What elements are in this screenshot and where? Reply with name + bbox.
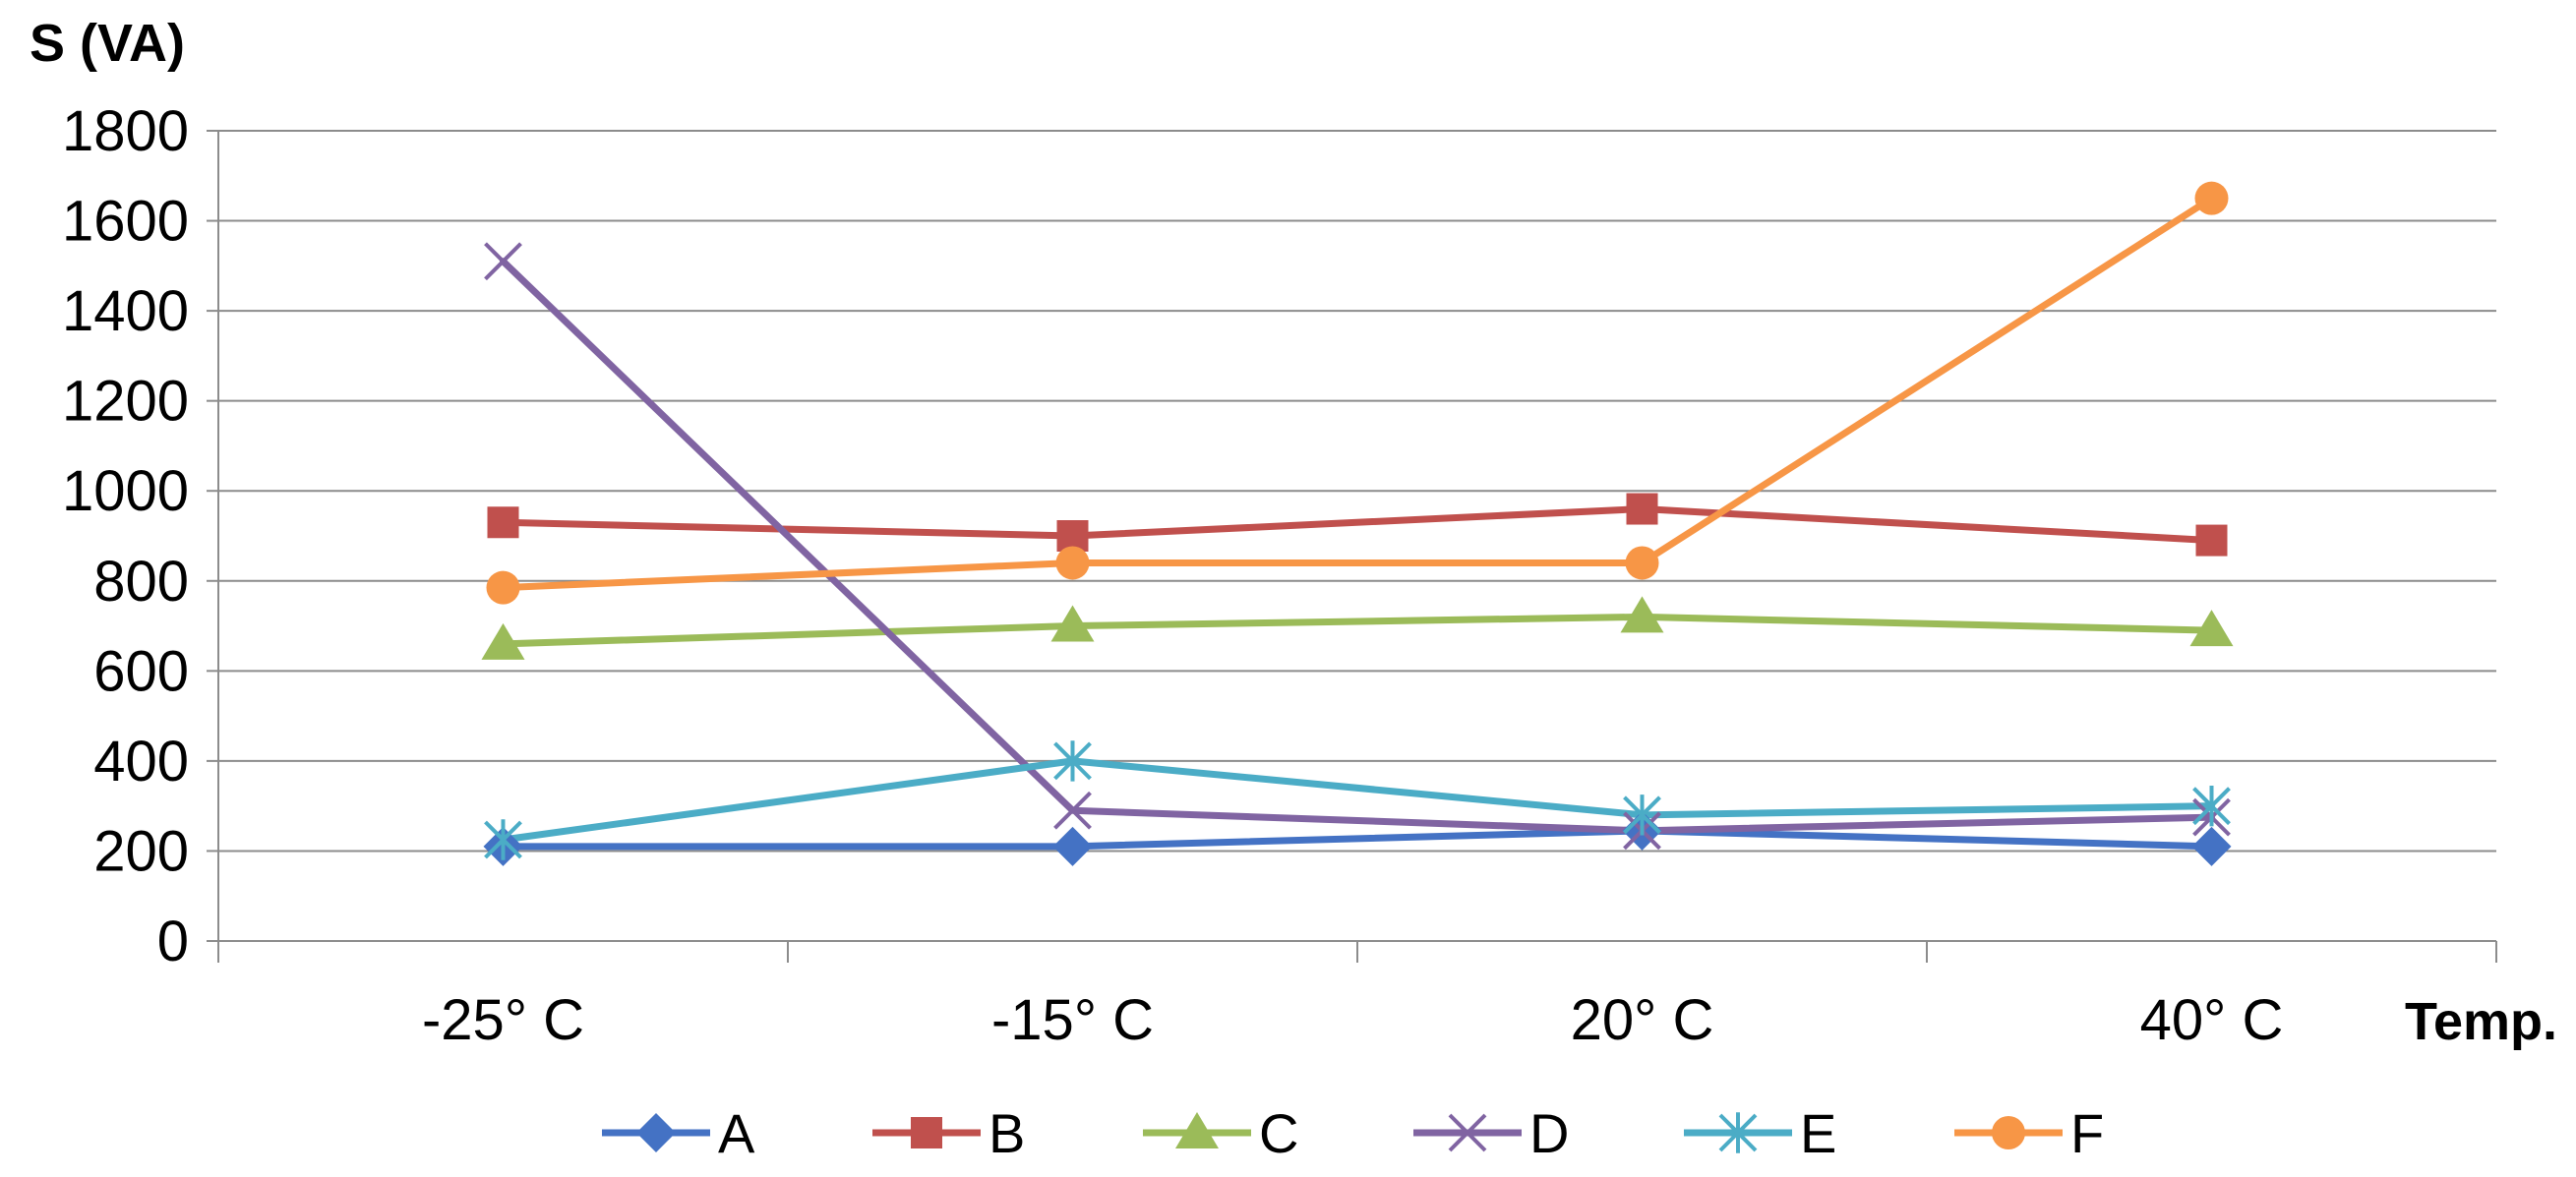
series-line-E xyxy=(500,757,2215,844)
data-point-A xyxy=(1052,826,1093,866)
legend-item-A: A xyxy=(602,1102,755,1164)
data-point-E xyxy=(484,819,522,860)
data-point-F xyxy=(2194,181,2229,215)
data-point-E xyxy=(2192,785,2231,827)
legend-label: F xyxy=(2070,1102,2104,1164)
y-axis-title: S (VA) xyxy=(30,14,185,73)
y-tick-label: 1400 xyxy=(62,279,189,343)
y-tick-label: 200 xyxy=(93,819,189,883)
data-point-F xyxy=(486,570,520,605)
data-point-C xyxy=(2189,610,2234,647)
data-point-B xyxy=(1626,493,1658,525)
x-tick-label: -25° C xyxy=(422,988,584,1052)
data-point-B xyxy=(2195,524,2228,557)
series-line-B xyxy=(500,505,2215,545)
legend-marker xyxy=(1718,1112,1758,1153)
x-tick-label: 40° C xyxy=(2140,988,2284,1052)
data-point-A xyxy=(2191,826,2232,866)
legend-label: E xyxy=(1800,1102,1836,1164)
x-tick-label: -15° C xyxy=(991,988,1154,1052)
data-point-D xyxy=(1053,791,1092,830)
y-tick-label: 800 xyxy=(93,550,189,614)
legend-label: D xyxy=(1529,1102,1569,1164)
y-tick-label: 1600 xyxy=(62,190,189,254)
legend-label: C xyxy=(1259,1102,1298,1164)
legend-marker xyxy=(636,1113,676,1152)
data-point-F xyxy=(1055,546,1090,580)
data-point-C xyxy=(1620,596,1664,633)
y-tick-label: 400 xyxy=(93,730,189,794)
series-line-A xyxy=(500,827,2215,851)
legend-item-D: D xyxy=(1413,1102,1569,1164)
legend-label: A xyxy=(718,1102,755,1164)
legend-marker xyxy=(1448,1113,1487,1152)
legend-marker xyxy=(1175,1112,1219,1148)
series-lines xyxy=(500,195,2215,851)
x-tick-label: 20° C xyxy=(1571,988,1714,1052)
y-tick-label: 600 xyxy=(93,639,189,703)
series-line-C xyxy=(500,613,2215,648)
data-point-C xyxy=(481,622,525,660)
data-point-F xyxy=(1625,546,1659,580)
y-tick-label: 1800 xyxy=(62,99,189,163)
legend-item-F: F xyxy=(1954,1102,2104,1164)
series-markers xyxy=(481,181,2234,866)
axes: S (VA) Temp. 0 200 400 600 800 1000 1200 1400 16… xyxy=(30,14,2557,1052)
legend-item-C: C xyxy=(1143,1102,1298,1164)
series-line-F xyxy=(500,195,2215,592)
legend-label: B xyxy=(988,1102,1025,1164)
legend: A B C D E F xyxy=(602,1102,2104,1164)
legend-marker xyxy=(911,1117,942,1148)
data-point-D xyxy=(484,242,522,281)
legend-marker xyxy=(1992,1116,2025,1149)
legend-item-E: E xyxy=(1684,1102,1836,1164)
y-tick-label: 1200 xyxy=(62,370,189,434)
data-point-C xyxy=(1050,605,1095,642)
data-point-B xyxy=(487,506,519,539)
data-point-E xyxy=(1053,740,1092,782)
legend-item-B: B xyxy=(872,1102,1025,1164)
y-tick-label: 0 xyxy=(157,910,189,973)
data-point-E xyxy=(1623,794,1661,836)
y-tick-label: 1000 xyxy=(62,459,189,523)
x-axis-title: Temp. xyxy=(2405,992,2557,1051)
series-line-D xyxy=(500,258,2215,835)
